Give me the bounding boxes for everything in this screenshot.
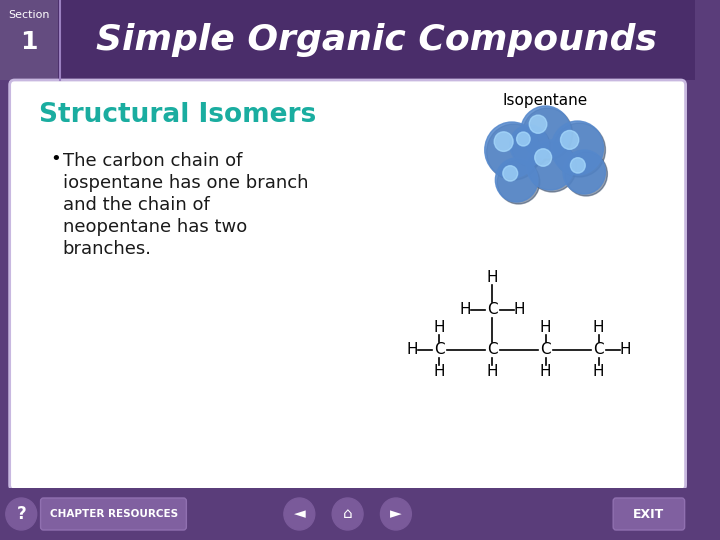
Text: branches.: branches. xyxy=(63,240,152,258)
Text: EXIT: EXIT xyxy=(634,508,665,521)
FancyBboxPatch shape xyxy=(613,498,685,530)
Circle shape xyxy=(6,498,37,530)
Circle shape xyxy=(485,122,539,178)
Text: C: C xyxy=(487,342,498,357)
Text: iospentane has one branch: iospentane has one branch xyxy=(63,174,308,192)
Circle shape xyxy=(284,498,315,530)
Text: Structural Isomers: Structural Isomers xyxy=(39,102,316,128)
Text: H: H xyxy=(514,302,526,318)
Circle shape xyxy=(495,158,538,202)
Circle shape xyxy=(521,106,571,158)
Circle shape xyxy=(494,132,513,151)
Circle shape xyxy=(503,166,518,181)
Text: H: H xyxy=(433,321,445,335)
Circle shape xyxy=(517,132,530,146)
Circle shape xyxy=(553,123,606,177)
Text: and the chain of: and the chain of xyxy=(63,196,210,214)
Text: The carbon chain of: The carbon chain of xyxy=(63,152,242,170)
Text: •: • xyxy=(50,150,61,168)
Text: Isopentane: Isopentane xyxy=(503,92,588,107)
Text: ◄: ◄ xyxy=(294,507,305,522)
Circle shape xyxy=(563,150,606,194)
Circle shape xyxy=(535,148,552,166)
Text: 1: 1 xyxy=(20,30,37,54)
Circle shape xyxy=(523,108,572,160)
Text: neopentane has two: neopentane has two xyxy=(63,218,247,236)
Text: C: C xyxy=(540,342,551,357)
Text: H: H xyxy=(407,342,418,357)
Text: Simple Organic Compounds: Simple Organic Compounds xyxy=(96,23,657,57)
Text: C: C xyxy=(487,302,498,318)
Circle shape xyxy=(512,127,550,167)
Circle shape xyxy=(498,160,540,204)
Text: H: H xyxy=(487,364,498,380)
Circle shape xyxy=(332,498,363,530)
Text: H: H xyxy=(620,342,631,357)
Text: H: H xyxy=(593,321,604,335)
Text: H: H xyxy=(459,302,471,318)
Circle shape xyxy=(529,115,546,133)
Text: CHAPTER RESOURCES: CHAPTER RESOURCES xyxy=(50,509,178,519)
Text: H: H xyxy=(540,364,552,380)
Text: ?: ? xyxy=(17,505,26,523)
FancyBboxPatch shape xyxy=(9,80,685,490)
Circle shape xyxy=(487,124,541,180)
Circle shape xyxy=(565,152,608,196)
Text: H: H xyxy=(433,364,445,380)
Circle shape xyxy=(526,140,575,190)
FancyBboxPatch shape xyxy=(40,498,186,530)
Circle shape xyxy=(510,125,549,165)
Circle shape xyxy=(380,498,411,530)
Circle shape xyxy=(528,142,577,192)
Text: ⌂: ⌂ xyxy=(343,507,352,522)
Text: H: H xyxy=(540,321,552,335)
Text: C: C xyxy=(434,342,445,357)
Circle shape xyxy=(552,121,603,175)
FancyBboxPatch shape xyxy=(0,0,696,80)
Circle shape xyxy=(570,158,585,173)
Text: Section: Section xyxy=(8,10,50,20)
Circle shape xyxy=(560,131,579,150)
Text: ►: ► xyxy=(390,507,402,522)
Text: H: H xyxy=(487,271,498,286)
Text: H: H xyxy=(593,364,604,380)
FancyBboxPatch shape xyxy=(0,488,696,540)
FancyBboxPatch shape xyxy=(0,0,58,80)
Text: C: C xyxy=(593,342,604,357)
